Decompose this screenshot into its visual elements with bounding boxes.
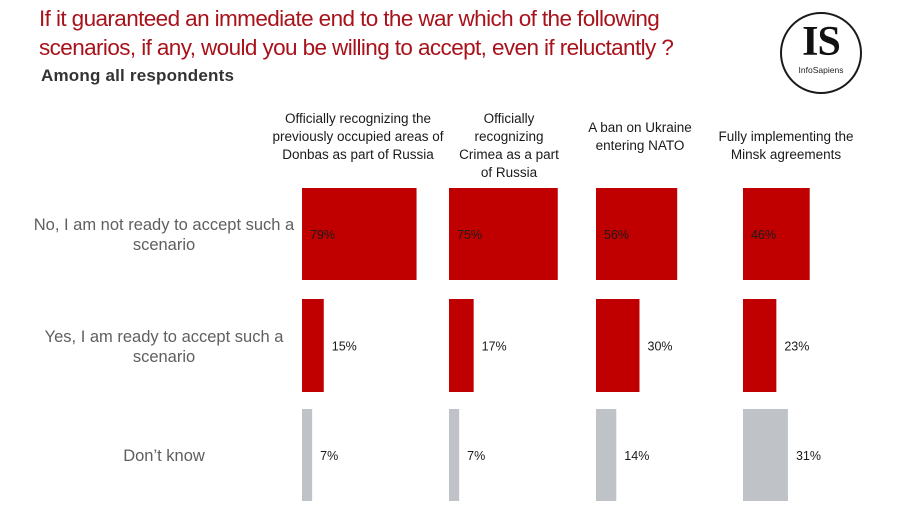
column-header-nato: A ban on Ukraine entering NATO [588,120,692,153]
column-header-minsk: Fully implementing the Minsk agreements [718,129,854,162]
bar-label-donbas-dont-know: 7% [320,449,338,463]
row-label-ready: Yes, I am ready to accept such a scenari… [44,328,284,366]
row-label-dont-know: Don’t know [123,447,205,465]
bar-crimea-not-ready [449,188,558,280]
bar-minsk-ready [743,299,777,392]
bar-nato-ready [596,299,640,392]
bar-nato-not-ready [596,188,678,280]
column-header-donbas: Officially recognizing the previously oc… [272,111,444,162]
bar-label-donbas-not-ready: 79% [310,228,335,242]
bar-label-minsk-dont-know: 31% [796,449,821,463]
logo-circle [780,12,862,94]
bar-label-minsk-not-ready: 46% [751,228,776,242]
bar-label-minsk-ready: 23% [784,340,809,354]
logo-mark: IS [802,19,841,65]
bar-label-crimea-dont-know: 7% [467,449,485,463]
chart-subtitle: Among all respondents [41,66,235,85]
bar-crimea-ready [449,299,474,392]
bar-label-crimea-not-ready: 75% [457,228,482,242]
infosapiens-logo: IS InfoSapiens [780,12,862,94]
bar-donbas-ready [302,299,324,392]
bar-label-nato-not-ready: 56% [604,228,629,242]
bar-crimea-dont-know [449,409,460,501]
chart-title: If it guaranteed an immediate end to the… [39,6,674,60]
column-header-crimea: Officially recognizing Crimea as a part … [459,111,559,180]
logo-text: InfoSapiens [798,65,844,75]
bar-nato-dont-know [596,409,617,501]
bar-label-nato-ready: 30% [648,340,673,354]
row-label-not-ready: No, I am not ready to accept such a scen… [33,216,295,254]
bar-minsk-dont-know [743,409,788,501]
bar-label-nato-dont-know: 14% [624,449,649,463]
bar-donbas-not-ready [302,188,417,280]
bar-donbas-dont-know [302,409,313,501]
bar-label-donbas-ready: 15% [332,340,357,354]
bar-minsk-not-ready [743,188,810,280]
bar-label-crimea-ready: 17% [482,340,507,354]
